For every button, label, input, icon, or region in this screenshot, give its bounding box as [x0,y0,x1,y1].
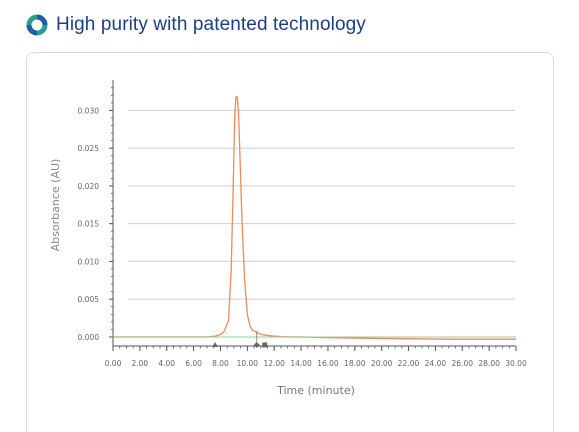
page-title: High purity with patented technology [56,14,366,35]
y-tick-label: 0.020 [78,182,100,191]
y-tick-label: 0.000 [78,333,100,342]
axes [109,80,517,351]
x-tick-label: 8.00 [212,359,229,368]
x-tick-label: 28.00 [478,359,500,368]
signal-trace [113,96,516,340]
x-axis-label: Time (minute) [276,384,355,397]
x-tick-label: 16.00 [317,359,339,368]
grid-lines [128,109,515,338]
triangle-marker [212,341,219,347]
y-tick-label: 0.030 [78,106,100,115]
ring-logo-icon [26,14,48,36]
x-tick-label: 20.00 [371,359,393,368]
y-tick-label: 0.015 [78,220,100,229]
diamond-marker [253,341,260,348]
x-tick-label: 24.00 [425,359,447,368]
x-tick-label: 6.00 [185,359,202,368]
y-tick-labels: 0.000 0.005 0.010 0.015 0.020 0.025 0.030 [78,106,100,342]
y-tick-label: 0.010 [78,257,100,266]
x-tick-label: 0.00 [105,359,122,368]
x-tick-label: 26.00 [452,359,474,368]
x-tick-label: 2.00 [132,359,149,368]
y-axis-label: Absorbance (AU) [49,159,62,252]
peak-markers [212,330,268,348]
x-tick-label: 30.00 [505,359,527,368]
y-tick-label: 0.025 [78,144,100,153]
y-tick-label: 0.005 [78,295,100,304]
x-tick-label: 14.00 [290,359,312,368]
x-tick-label: 22.00 [398,359,420,368]
chart-card [26,52,554,432]
x-tick-label: 18.00 [344,359,366,368]
x-tick-label: 12.00 [263,359,285,368]
series [113,96,516,340]
square-marker [262,342,268,348]
x-tick-label: 10.00 [237,359,259,368]
x-tick-labels: 0.00 2.00 4.00 6.00 8.00 10.00 12.00 14.00 16.00… [105,359,527,368]
x-tick-label: 4.00 [158,359,175,368]
section-header: High purity with patented technology [26,14,366,36]
